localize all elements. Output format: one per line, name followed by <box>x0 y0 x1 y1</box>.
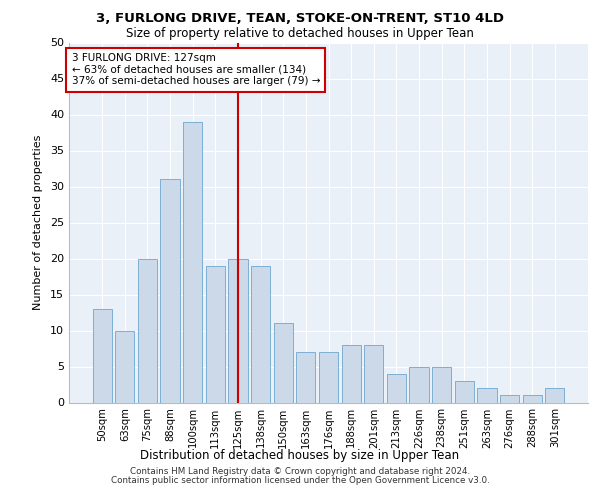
Bar <box>92 309 112 402</box>
Bar <box>387 374 406 402</box>
Bar <box>432 366 451 402</box>
Bar <box>545 388 565 402</box>
Text: 3 FURLONG DRIVE: 127sqm
← 63% of detached houses are smaller (134)
37% of semi-d: 3 FURLONG DRIVE: 127sqm ← 63% of detache… <box>71 54 320 86</box>
Text: Contains public sector information licensed under the Open Government Licence v3: Contains public sector information licen… <box>110 476 490 485</box>
Bar <box>319 352 338 403</box>
Bar <box>409 366 428 402</box>
Bar <box>251 266 270 402</box>
Bar <box>364 345 383 403</box>
Bar <box>296 352 316 403</box>
Text: 3, FURLONG DRIVE, TEAN, STOKE-ON-TRENT, ST10 4LD: 3, FURLONG DRIVE, TEAN, STOKE-ON-TRENT, … <box>96 12 504 26</box>
Text: Size of property relative to detached houses in Upper Tean: Size of property relative to detached ho… <box>126 28 474 40</box>
Bar <box>115 330 134 402</box>
Bar <box>160 180 180 402</box>
Bar <box>274 324 293 402</box>
Y-axis label: Number of detached properties: Number of detached properties <box>33 135 43 310</box>
Bar <box>183 122 202 402</box>
Bar <box>500 396 519 402</box>
Bar <box>206 266 225 402</box>
Bar <box>455 381 474 402</box>
Text: Distribution of detached houses by size in Upper Tean: Distribution of detached houses by size … <box>140 450 460 462</box>
Bar <box>523 396 542 402</box>
Bar <box>341 345 361 403</box>
Bar <box>138 258 157 402</box>
Bar <box>477 388 497 402</box>
Text: Contains HM Land Registry data © Crown copyright and database right 2024.: Contains HM Land Registry data © Crown c… <box>130 467 470 476</box>
Bar <box>229 258 248 402</box>
